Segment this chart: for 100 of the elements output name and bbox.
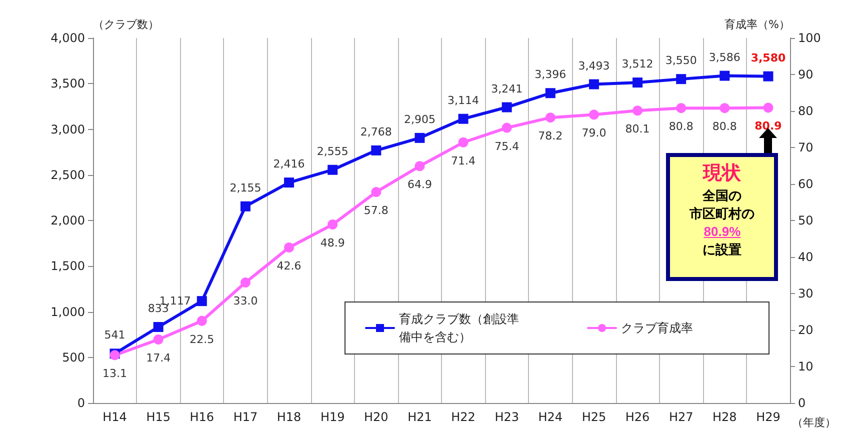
data-label: 80.8	[712, 120, 737, 134]
data-label: 80.1	[625, 122, 650, 136]
legend-label: クラブ育成率	[621, 321, 693, 335]
y-tick-label: 3,000	[50, 122, 85, 136]
annotation: 全国の	[702, 186, 743, 205]
data-label: 2,555	[316, 144, 348, 158]
x-tick-label: H18	[276, 410, 302, 424]
data-label: 22.5	[190, 332, 214, 346]
data-label: 3,114	[448, 94, 480, 107]
data-label: 75.4	[494, 140, 520, 153]
x-tick-label: H14	[102, 410, 127, 424]
point	[676, 103, 686, 114]
point	[588, 110, 599, 120]
data-label: 3,586	[708, 50, 740, 64]
y2-tick-label: 20	[798, 323, 814, 337]
y-tick-label: 1,000	[50, 304, 85, 319]
point	[328, 220, 338, 230]
y2-tick-label: 30	[798, 286, 814, 300]
data-label: 57.8	[364, 204, 388, 218]
point	[240, 278, 250, 288]
data-label: 541	[104, 328, 126, 342]
y-tick-label: 2,500	[50, 168, 85, 182]
y2-axis-title: 育成率（%）	[724, 18, 790, 31]
annotation: 80.9%	[702, 222, 742, 241]
point	[458, 114, 468, 124]
data-label: 78.2	[538, 130, 563, 143]
data-label: 3,550	[665, 54, 697, 68]
data-label: 3,493	[578, 59, 610, 72]
point	[632, 106, 643, 116]
y2-tick-label: 70	[798, 140, 814, 154]
data-label: 3,241	[491, 82, 523, 96]
data-label: 42.6	[276, 260, 302, 273]
x-tick-label: H23	[494, 410, 519, 424]
point	[588, 79, 599, 90]
x-tick-label: H15	[146, 410, 170, 424]
data-label: 71.4	[451, 154, 476, 168]
x-tick-label: H19	[320, 410, 345, 424]
point	[196, 316, 207, 326]
legend-label: 育成クラブ数（創設準備中を含む）	[399, 312, 519, 344]
data-label: 3,580	[750, 51, 786, 64]
data-label: 48.9	[320, 236, 345, 250]
point	[371, 187, 382, 198]
data-label: 33.0	[233, 294, 258, 308]
point	[328, 164, 338, 175]
data-label: 2,155	[230, 181, 262, 194]
point	[284, 242, 294, 253]
data-label: 2,768	[360, 125, 392, 138]
point	[284, 178, 294, 188]
y2-tick-label: 60	[798, 177, 814, 191]
y2-tick-label: 100	[798, 31, 821, 45]
annotation: に設置	[702, 240, 743, 259]
x-tick-label: H27	[668, 410, 694, 424]
data-label: 3,396	[534, 68, 566, 82]
y2-tick-label: 80	[798, 104, 814, 118]
y2-tick-label: 40	[798, 250, 814, 264]
point	[153, 322, 164, 332]
data-label: 2,905	[404, 112, 436, 126]
x-tick-label: H28	[712, 410, 737, 424]
point	[763, 102, 774, 113]
data-label: 80.9	[754, 120, 782, 133]
data-label: 13.1	[102, 367, 128, 380]
y-tick-label: 0	[77, 396, 85, 410]
x-tick-label: H22	[451, 410, 476, 424]
y-axis-title: （クラブ数）	[93, 18, 159, 31]
point	[414, 161, 425, 172]
data-label: 80.8	[668, 120, 694, 134]
data-label: 2,416	[273, 158, 305, 171]
point	[632, 78, 643, 88]
x-tick-label: H20	[364, 410, 388, 424]
data-label: 64.9	[407, 178, 432, 192]
point	[502, 102, 512, 112]
annotation: 現状	[702, 162, 742, 186]
point	[240, 201, 250, 212]
y2-tick-label: 50	[798, 214, 814, 228]
y-tick-label: 500	[62, 350, 85, 364]
x-tick-label: H16	[190, 410, 214, 424]
x-tick-label: H21	[408, 410, 432, 424]
x-tick-label: H17	[233, 410, 258, 424]
x-tick-label: H25	[582, 410, 606, 424]
data-label: 79.0	[582, 126, 606, 140]
annotation: 市区町村の	[688, 204, 756, 223]
y2-tick-label: 0	[798, 396, 806, 410]
y2-tick-label: 10	[798, 360, 814, 374]
point	[720, 103, 730, 114]
point	[545, 88, 556, 98]
y-tick-label: 3,500	[50, 76, 85, 91]
point	[414, 132, 425, 143]
point	[676, 74, 686, 84]
data-label: 3,512	[622, 58, 654, 71]
point	[545, 112, 556, 123]
point	[196, 296, 207, 306]
x-tick-label: H26	[625, 410, 650, 424]
y2-tick-label: 90	[798, 68, 814, 82]
x-axis-title: （年度）	[792, 416, 836, 429]
x-tick-label: H29	[756, 410, 780, 424]
point	[763, 71, 774, 82]
point	[458, 137, 468, 148]
point	[371, 145, 382, 156]
data-label: 17.4	[146, 351, 171, 364]
point	[720, 70, 730, 81]
